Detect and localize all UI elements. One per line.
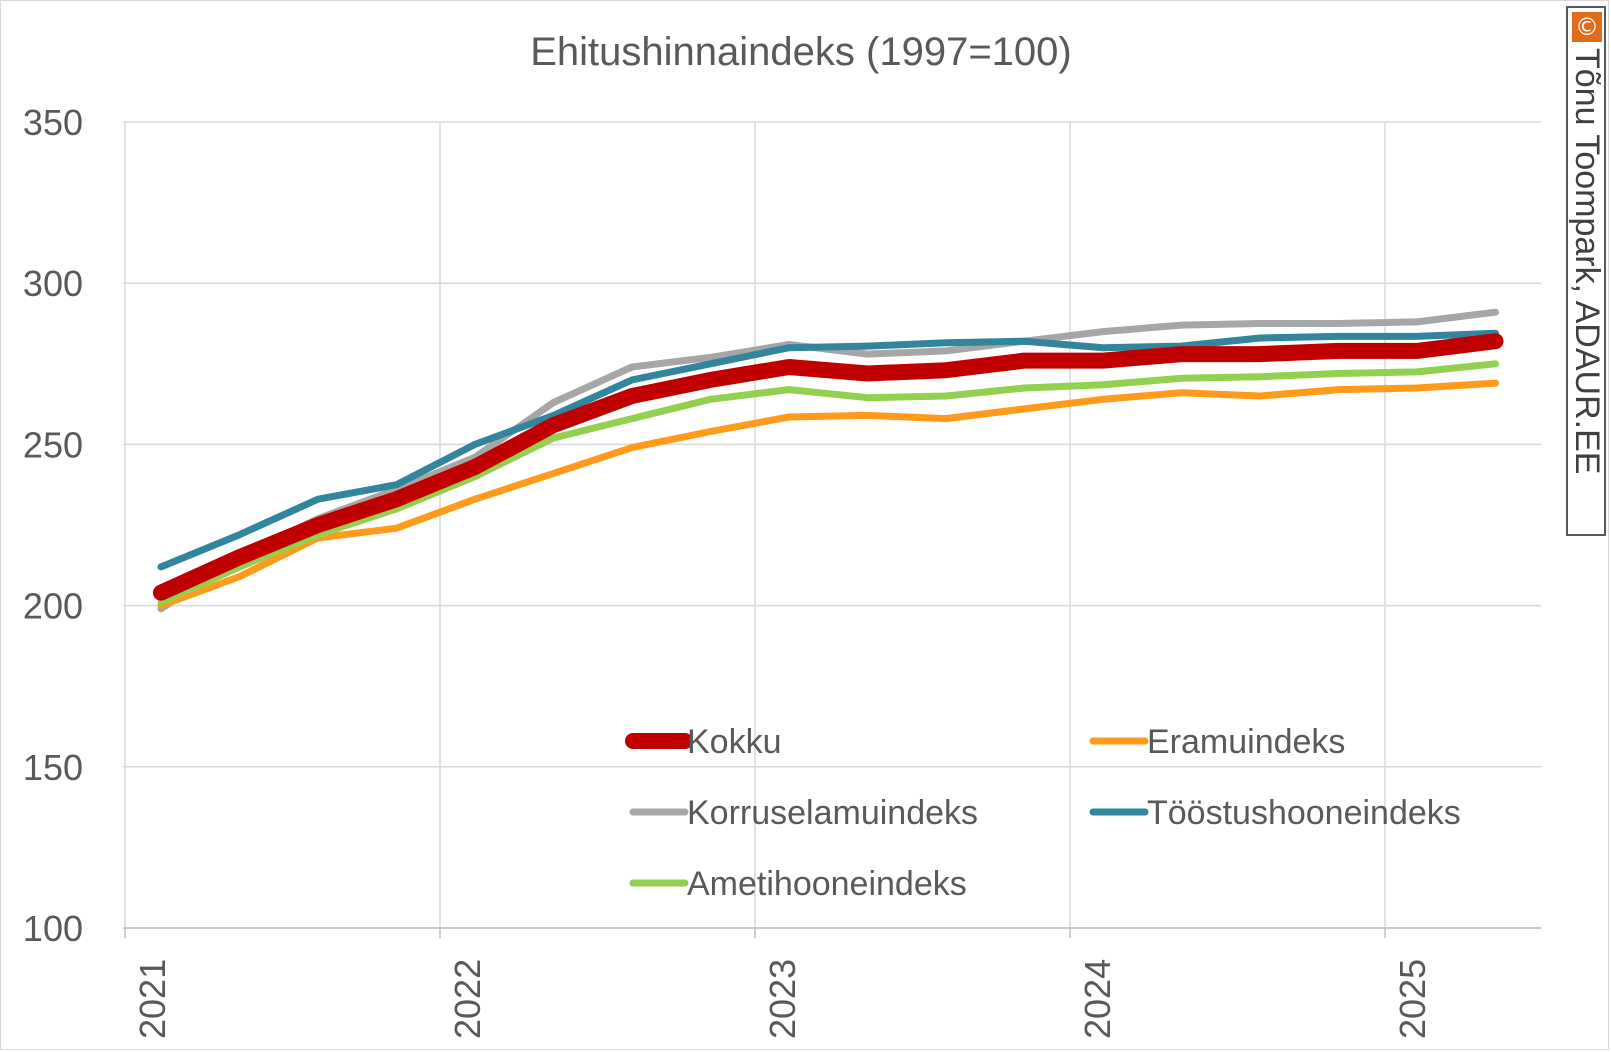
legend-label: Kokku — [687, 723, 782, 761]
series-line-ametihooneindeks — [157, 360, 1499, 606]
y-tick-label: 100 — [23, 908, 83, 949]
legend-label: Ametihooneindeks — [687, 865, 967, 903]
series-lines — [153, 308, 1504, 613]
series-line-eramuindeks — [157, 379, 1499, 610]
legend-label: Korruselamuindeks — [687, 794, 978, 832]
series-line-kokku — [153, 333, 1504, 601]
x-tick-label: 2024 — [1077, 959, 1118, 1039]
legend-label: Tööstushooneindeks — [1147, 794, 1461, 832]
y-tick-label: 250 — [23, 424, 83, 465]
y-axis-tick-labels: 100 150 200 250 300 350 — [23, 102, 83, 949]
copyright-text: Tõnu Toompark, ADAUR.EE — [1568, 48, 1606, 475]
x-axis: 2021 2022 2023 2024 2025 — [123, 927, 1541, 1039]
x-tick-label: 2022 — [447, 959, 488, 1039]
chart-title: Ehitushinnaindeks (1997=100) — [530, 30, 1072, 74]
legend-label: Eramuindeks — [1147, 723, 1345, 761]
gridlines — [123, 121, 1541, 929]
series-line-tööstushooneindeks — [157, 329, 1499, 571]
legend: Kokku Eramuindeks Korruselamuindeks Tööstus… — [625, 723, 1461, 903]
y-tick-label: 350 — [23, 102, 83, 143]
x-tick-label: 2023 — [762, 959, 803, 1039]
x-tick-label: 2021 — [132, 959, 173, 1039]
copyright-badge: © Tõnu Toompark, ADAUR.EE — [1566, 6, 1606, 536]
y-tick-label: 200 — [23, 586, 83, 627]
y-tick-label: 150 — [23, 747, 83, 788]
x-tick-label: 2025 — [1392, 959, 1433, 1039]
copyright-icon: © — [1572, 12, 1602, 42]
y-tick-label: 300 — [23, 263, 83, 304]
